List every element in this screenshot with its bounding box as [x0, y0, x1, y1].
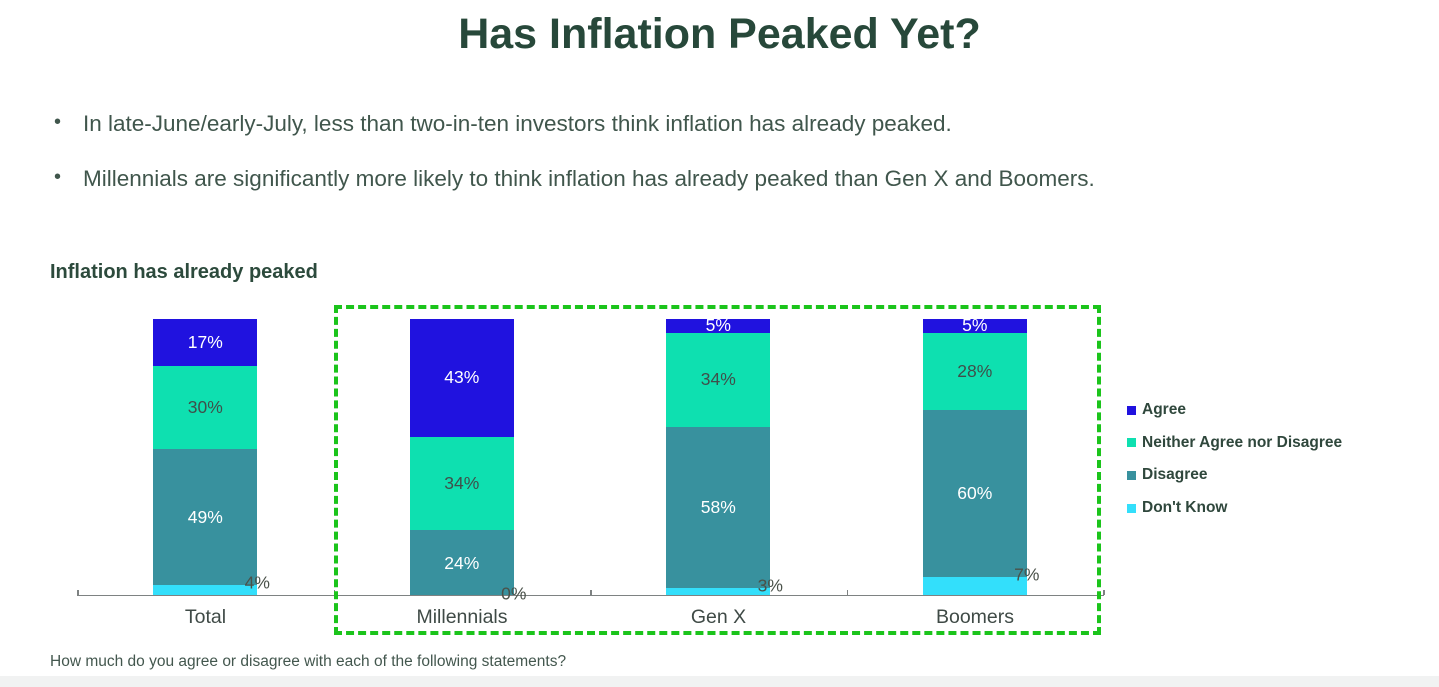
page-title: Has Inflation Peaked Yet? [458, 10, 981, 58]
bar-segment [666, 587, 771, 596]
bar-segment: 28% [922, 332, 1027, 411]
segment-value-label: 30% [187, 397, 223, 418]
segment-value-label: 58% [700, 496, 736, 517]
chart-title: Inflation has already peaked [50, 261, 318, 283]
segment-value-label: 28% [957, 361, 993, 382]
category-label: Millennials [416, 606, 508, 628]
segment-value-label: 7% [1014, 564, 1040, 585]
category-label: Boomers [935, 606, 1015, 628]
legend-label: Agree [1142, 401, 1186, 418]
segment-value-label: 0% [501, 583, 527, 604]
axis-tick [590, 590, 592, 595]
legend-item: Don't Know [1127, 499, 1342, 518]
bar-segment: 49% [153, 449, 258, 585]
category-label: Total [184, 606, 227, 628]
bar-segment: 5% [922, 315, 1027, 335]
bar-segment: 58% [666, 427, 771, 588]
stacked-bar-gen-x: 5% 34% 58% [666, 315, 771, 596]
legend-item: Disagree [1127, 466, 1342, 485]
legend-swatch-icon [1127, 470, 1136, 480]
bullet-item: Millennials are significantly more likel… [50, 165, 1095, 192]
legend-swatch-icon [1127, 503, 1136, 513]
segment-value-label: 5% [705, 315, 731, 336]
legend-item: Neither Agree nor Disagree [1127, 434, 1342, 453]
legend-label: Don't Know [1142, 498, 1228, 516]
bar-segment [922, 576, 1027, 596]
bar-segment: 24% [409, 530, 514, 596]
bullet-item: In late-June/early-July, less than two-i… [50, 110, 1095, 137]
bar-segment: 30% [153, 366, 258, 450]
legend-label: Neither Agree nor Disagree [1142, 433, 1343, 451]
segment-value-label: 17% [187, 332, 223, 353]
segment-value-label: 43% [444, 367, 480, 388]
legend: Agree Neither Agree nor Disagree Disagree D… [1127, 401, 1342, 531]
survey-question: How much do you agree or disagree with e… [50, 653, 567, 670]
segment-value-label: 5% [962, 315, 988, 336]
segment-value-label: 34% [444, 473, 480, 494]
segment-value-label: 49% [187, 506, 223, 527]
segment-value-label: 4% [244, 572, 270, 593]
segment-value-label: 60% [957, 482, 993, 503]
segment-value-label: 24% [444, 552, 480, 573]
stacked-bar-boomers: 5% 28% 60% [922, 315, 1027, 596]
bottom-strip [0, 676, 1439, 687]
segment-value-label: 34% [700, 369, 736, 390]
category-label: Gen X [690, 606, 747, 628]
legend-swatch-icon [1127, 438, 1136, 448]
axis-tick [77, 590, 79, 595]
bar-segment: 5% [666, 315, 771, 335]
bullet-list: In late-June/early-July, less than two-i… [50, 110, 1095, 220]
bar-segment: 60% [922, 410, 1027, 577]
legend-item: Agree [1127, 401, 1342, 420]
segment-value-label: 3% [757, 575, 783, 596]
bar-segment: 43% [409, 319, 514, 437]
bar-segment: 17% [153, 319, 258, 367]
bar-segment: 34% [666, 332, 771, 428]
chart-plot: 4% 17% 30% 49% 0% 43% 34% 24% 3% 5% 34% 58% 7% 5% 28% 6… [77, 315, 1103, 604]
bar-segment [153, 584, 258, 596]
bar-segment: 34% [409, 436, 514, 531]
legend-swatch-icon [1127, 405, 1136, 415]
axis-tick [846, 590, 849, 595]
legend-label: Disagree [1142, 466, 1208, 484]
axis-tick [1103, 590, 1105, 595]
stacked-bar-total: 17% 30% 49% [153, 319, 258, 596]
stacked-bar-millennials: 43% 34% 24% [409, 319, 514, 596]
x-axis-line [77, 595, 1104, 596]
highlight-box [334, 305, 1101, 635]
